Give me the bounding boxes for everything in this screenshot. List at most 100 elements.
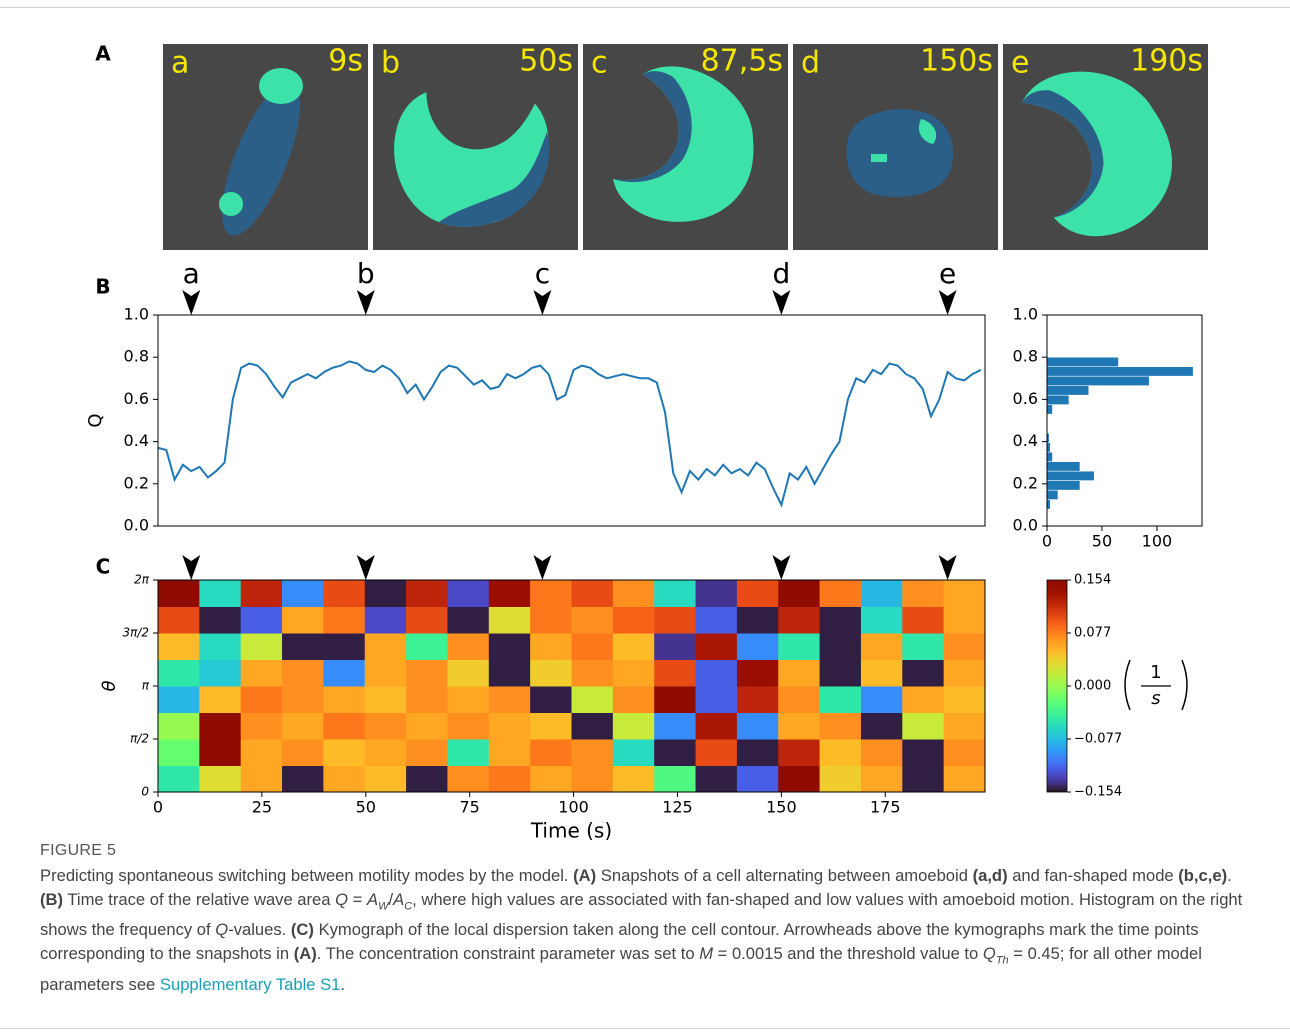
x-tick-label: 0 xyxy=(1042,532,1052,551)
heat-cell xyxy=(199,712,242,740)
colorbar-tick-label: 0.154 xyxy=(1074,573,1111,588)
caption-segment[interactable]: Supplementary Table S1 xyxy=(159,974,341,994)
heat-cell xyxy=(447,606,490,634)
heat-cell xyxy=(447,686,490,713)
y-tick-label: π/2 xyxy=(130,732,149,746)
y-tick-label: 1.0 xyxy=(1013,305,1038,324)
heat-cell xyxy=(695,686,738,713)
heat-cell xyxy=(736,712,779,740)
heat-cell xyxy=(406,606,448,634)
x-tick-label: 75 xyxy=(460,798,480,817)
heat-cell xyxy=(860,686,903,713)
heat-cell xyxy=(902,580,945,607)
heat-cell xyxy=(778,659,821,687)
hist-bar xyxy=(1046,404,1053,415)
caption-segment: (C) xyxy=(290,920,314,940)
heat-cell xyxy=(778,712,821,740)
heat-cell xyxy=(488,686,531,713)
unit-denominator: s xyxy=(1151,688,1160,709)
q-line xyxy=(157,360,982,508)
heat-cell xyxy=(447,739,490,766)
heat-cell xyxy=(199,765,242,793)
heat-cell xyxy=(158,633,200,660)
snapshot-time: 190s xyxy=(1130,44,1203,79)
heat-cell xyxy=(240,580,283,607)
heat-cell xyxy=(612,739,655,766)
heat-cell xyxy=(282,633,324,660)
heat-cell xyxy=(447,659,490,687)
heat-cell xyxy=(240,606,283,634)
heat-cell xyxy=(654,765,697,793)
y-tick-label: 0.6 xyxy=(1013,389,1038,408)
heat-cell xyxy=(571,580,614,607)
hist-bar xyxy=(1046,375,1150,386)
y-axis-label: θ xyxy=(99,680,120,691)
arrowhead xyxy=(938,555,957,580)
heat-cell xyxy=(488,739,531,766)
snapshot-time: 87,5s xyxy=(701,44,783,79)
caption-segment: Time trace of the relative wave area xyxy=(63,889,336,909)
caption-segment: (a,d) xyxy=(972,866,1008,885)
panel-label: B xyxy=(95,275,110,299)
arrowhead xyxy=(182,290,201,315)
heat-cell xyxy=(695,659,738,687)
heat-cell xyxy=(406,765,448,793)
heat-cell xyxy=(530,712,572,740)
heat-cell xyxy=(778,606,821,634)
figure: A B C a 9s b 50s c 87,5s xyxy=(85,42,1208,840)
colorbar-tick-label: −0.154 xyxy=(1074,785,1122,800)
heat-cell xyxy=(654,659,697,687)
x-tick-label: 50 xyxy=(1092,532,1112,551)
caption-segment: (A) xyxy=(293,943,317,963)
heat-cell xyxy=(323,606,366,634)
heat-cell xyxy=(736,633,779,660)
x-tick-label: 100 xyxy=(558,798,589,817)
heat-cell xyxy=(323,633,366,660)
heat-cell xyxy=(695,765,738,793)
x-tick-label: 100 xyxy=(1142,532,1173,551)
heat-cell xyxy=(530,659,572,687)
caption-label: FIGURE 5 xyxy=(40,842,117,859)
snapshot-letter: b xyxy=(381,46,400,81)
cell-wave xyxy=(219,192,243,216)
heat-cell xyxy=(158,580,200,607)
heat-cell xyxy=(406,739,448,766)
arrowhead xyxy=(772,290,791,315)
hist-bar xyxy=(1046,356,1119,367)
cell xyxy=(221,82,301,236)
y-tick-label: 0.0 xyxy=(124,516,149,535)
heat-cell xyxy=(158,739,200,766)
panel-label: C xyxy=(96,555,111,579)
heat-cell xyxy=(612,659,655,687)
hist-bar xyxy=(1046,394,1070,405)
x-tick-label: 150 xyxy=(766,798,797,817)
caption-segment: -values. xyxy=(228,920,291,940)
heat-cell xyxy=(158,686,200,713)
heat-cell xyxy=(695,739,738,766)
y-tick-label: 0.4 xyxy=(1013,431,1038,450)
heat-cell xyxy=(819,765,862,793)
heat-cell xyxy=(447,712,490,740)
heat-cell xyxy=(860,633,903,660)
cell-wave xyxy=(918,119,937,144)
cell xyxy=(613,71,692,183)
heat-cell xyxy=(240,686,283,713)
heat-cell xyxy=(240,633,283,660)
heat-cell xyxy=(488,606,531,634)
heat-cell xyxy=(530,606,572,634)
heat-cell xyxy=(158,765,200,793)
caption-segment: . xyxy=(1227,866,1232,885)
heat-cell xyxy=(695,712,738,740)
heat-cell xyxy=(323,739,366,766)
arrowhead xyxy=(356,555,375,580)
snapshot: a 9s xyxy=(163,44,368,250)
heat-cell xyxy=(323,765,366,793)
snapshot-letter: c xyxy=(591,46,608,81)
hist-bar xyxy=(1046,366,1194,377)
heat-cell xyxy=(364,633,407,660)
heat-cell xyxy=(860,580,903,607)
hist-bar xyxy=(1046,470,1095,481)
heat-cell xyxy=(199,606,242,634)
heat-cell xyxy=(819,633,862,660)
